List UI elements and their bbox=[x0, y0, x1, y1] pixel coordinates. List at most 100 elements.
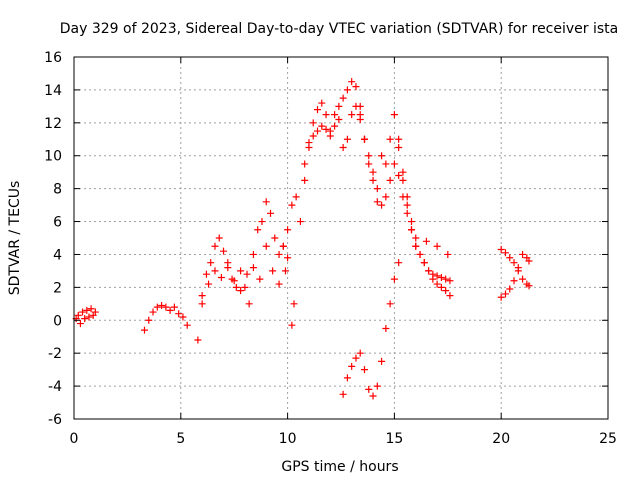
data-point bbox=[211, 242, 219, 250]
data-point bbox=[326, 132, 334, 140]
data-point bbox=[501, 290, 509, 298]
data-point bbox=[386, 135, 394, 143]
data-point bbox=[220, 247, 228, 255]
data-point bbox=[399, 168, 407, 176]
series-arc13 bbox=[497, 250, 533, 301]
data-point bbox=[352, 354, 360, 362]
data-point bbox=[314, 106, 322, 114]
data-point bbox=[506, 254, 514, 262]
data-point bbox=[412, 234, 420, 242]
data-point bbox=[339, 144, 347, 151]
data-point bbox=[422, 237, 430, 245]
data-point bbox=[290, 300, 298, 308]
data-point bbox=[390, 160, 398, 168]
data-point bbox=[74, 311, 82, 319]
data-point bbox=[514, 264, 522, 272]
data-point bbox=[510, 277, 518, 285]
data-point bbox=[339, 94, 347, 102]
data-point bbox=[217, 273, 225, 281]
data-point bbox=[170, 303, 178, 311]
y-tick-label: 0 bbox=[53, 313, 62, 329]
data-point bbox=[343, 374, 351, 382]
data-point bbox=[262, 242, 270, 250]
data-point bbox=[76, 320, 84, 328]
data-point bbox=[378, 357, 386, 365]
data-point bbox=[262, 198, 270, 206]
data-point bbox=[525, 257, 533, 265]
data-point bbox=[314, 127, 322, 135]
data-point bbox=[407, 226, 415, 234]
data-point bbox=[335, 116, 343, 124]
data-point bbox=[373, 198, 381, 206]
data-point bbox=[433, 242, 441, 250]
x-tick-label: 5 bbox=[176, 431, 185, 447]
data-point bbox=[365, 385, 373, 393]
data-point bbox=[343, 86, 351, 94]
data-point bbox=[433, 280, 441, 288]
data-point bbox=[237, 267, 245, 275]
y-tick-label: -6 bbox=[48, 412, 62, 428]
series-arc6 bbox=[279, 78, 368, 250]
data-point bbox=[444, 250, 452, 258]
data-point bbox=[183, 321, 191, 329]
data-point bbox=[254, 226, 262, 234]
data-point bbox=[433, 272, 441, 280]
data-point bbox=[339, 390, 347, 398]
data-point bbox=[267, 209, 275, 217]
data-point bbox=[87, 305, 95, 313]
x-tick-label: 0 bbox=[70, 431, 79, 447]
data-point bbox=[140, 326, 148, 334]
data-point bbox=[292, 193, 300, 201]
data-point bbox=[437, 283, 445, 291]
data-point bbox=[373, 185, 381, 193]
data-points bbox=[72, 78, 533, 400]
data-point bbox=[416, 250, 424, 258]
data-point bbox=[348, 78, 356, 86]
data-point bbox=[258, 218, 266, 226]
data-point bbox=[382, 160, 390, 168]
data-point bbox=[232, 283, 240, 291]
data-point bbox=[179, 313, 187, 321]
data-point bbox=[243, 270, 251, 278]
series-arc11 bbox=[339, 259, 403, 400]
data-point bbox=[407, 218, 415, 226]
data-point bbox=[215, 234, 223, 242]
data-point bbox=[348, 362, 356, 370]
data-point bbox=[241, 283, 249, 291]
data-point bbox=[275, 280, 283, 288]
data-point bbox=[256, 275, 264, 283]
data-point bbox=[269, 267, 277, 275]
series-arc5 bbox=[288, 300, 298, 329]
data-point bbox=[322, 111, 330, 119]
data-point bbox=[331, 122, 339, 130]
y-tick-label: 8 bbox=[53, 182, 62, 198]
data-point bbox=[281, 267, 289, 275]
data-point bbox=[301, 160, 309, 168]
data-point bbox=[510, 259, 518, 267]
data-point bbox=[166, 306, 174, 314]
data-point bbox=[378, 201, 386, 209]
x-axis-label: GPS time / hours bbox=[281, 459, 398, 475]
data-point bbox=[211, 267, 219, 275]
data-point bbox=[343, 135, 351, 143]
data-point bbox=[194, 336, 202, 344]
data-point bbox=[390, 111, 398, 119]
data-point bbox=[403, 201, 411, 209]
data-point bbox=[198, 292, 206, 300]
data-point bbox=[373, 382, 381, 390]
y-tick-label: 16 bbox=[44, 50, 62, 66]
series-arc1 bbox=[72, 305, 99, 328]
data-point bbox=[348, 111, 356, 119]
data-point bbox=[399, 193, 407, 201]
data-point bbox=[501, 249, 509, 257]
data-point bbox=[382, 193, 390, 201]
data-point bbox=[360, 366, 368, 374]
x-tick-label: 25 bbox=[599, 431, 617, 447]
series-arc3 bbox=[194, 198, 292, 344]
data-point bbox=[288, 321, 296, 329]
data-point bbox=[284, 226, 292, 234]
data-point bbox=[395, 259, 403, 267]
data-point bbox=[429, 275, 437, 283]
data-point bbox=[437, 273, 445, 281]
